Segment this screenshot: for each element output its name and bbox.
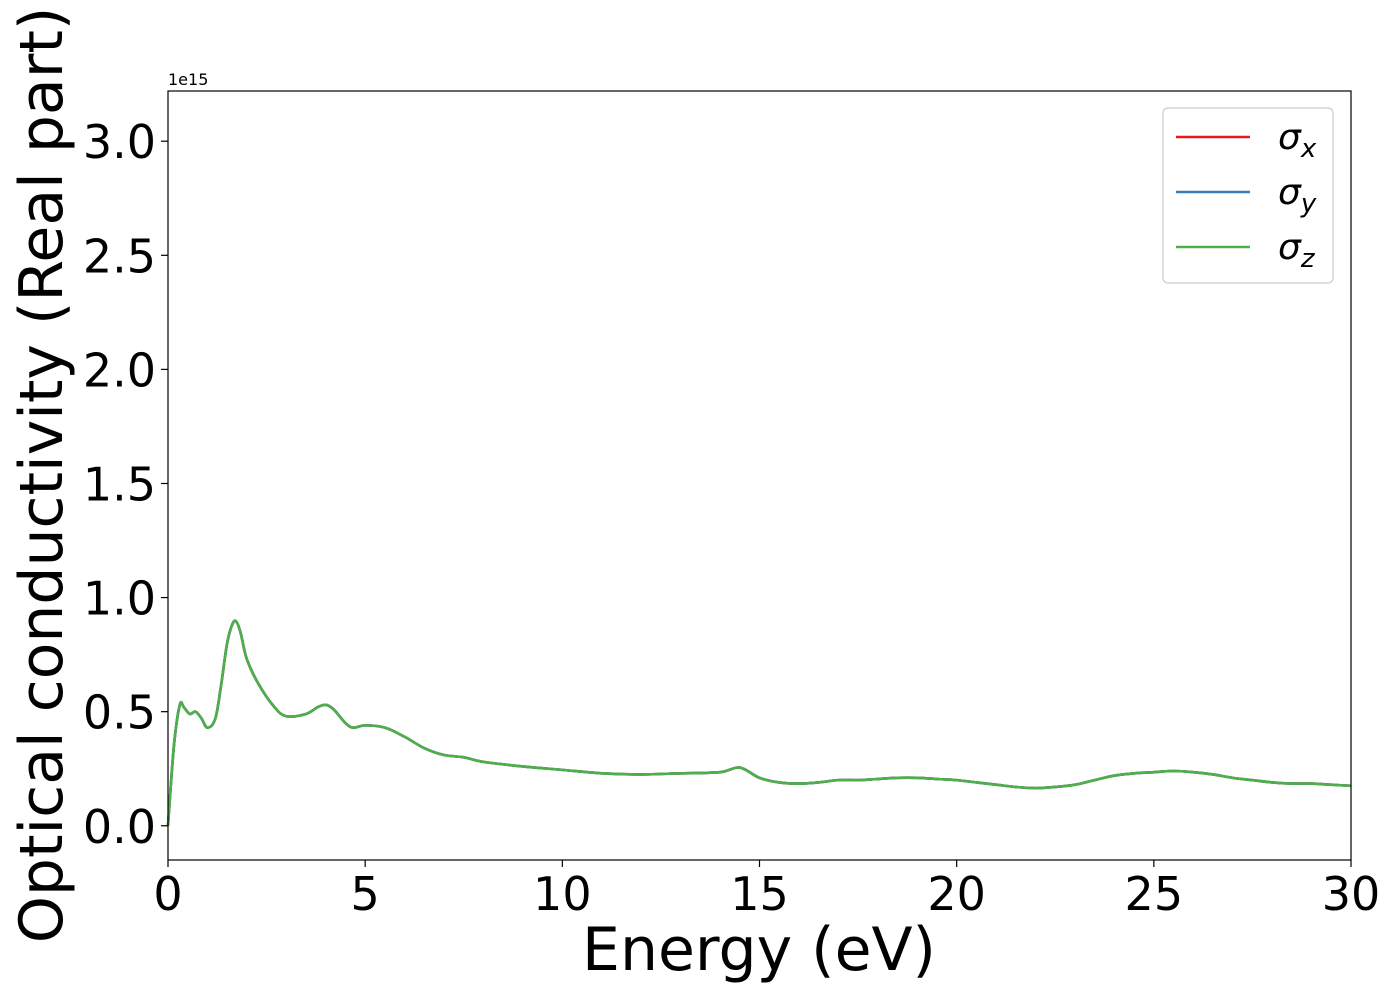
y-axis-label: Optical conductivity (Real part) [7,7,77,944]
legend-subscript: z [1300,244,1316,274]
series-layer [166,619,1352,826]
legend-symbol: σ [1278,117,1302,158]
legend-subscript: y [1300,189,1317,219]
x-tick-label: 0 [153,867,182,921]
x-tick-label: 30 [1322,867,1381,921]
y-tick-label: 1.0 [83,572,156,626]
x-axis-label: Energy (eV) [582,915,936,985]
legend-label: σy [1278,172,1317,219]
legend-subscript: x [1300,134,1317,164]
x-axis-ticks: 0 5 10 15 20 25 30 [153,860,1380,921]
legend-symbol: σ [1278,227,1302,268]
x-tick-label: 15 [730,867,789,921]
y-tick-label: 2.0 [83,343,156,397]
y-axis-ticks: 0.0 0.5 1.0 1.5 2.0 2.5 3.0 [83,115,168,854]
y-tick-label: 0.5 [83,686,156,740]
y-tick-label: 0.0 [83,800,156,854]
x-tick-label: 25 [1125,867,1184,921]
y-tick-label: 2.5 [83,229,156,283]
legend-box [1162,107,1334,284]
x-tick-label: 10 [533,867,592,921]
legend-symbol: σ [1278,172,1302,213]
y-offset-label: 1e15 [168,70,208,89]
legend-label: σx [1278,117,1317,164]
y-tick-label: 1.5 [83,457,156,511]
x-tick-label: 20 [927,867,986,921]
y-tick-label: 3.0 [83,115,156,169]
series-line-z [166,619,1352,826]
x-tick-label: 5 [351,867,380,921]
legend-label: σz [1278,227,1316,274]
